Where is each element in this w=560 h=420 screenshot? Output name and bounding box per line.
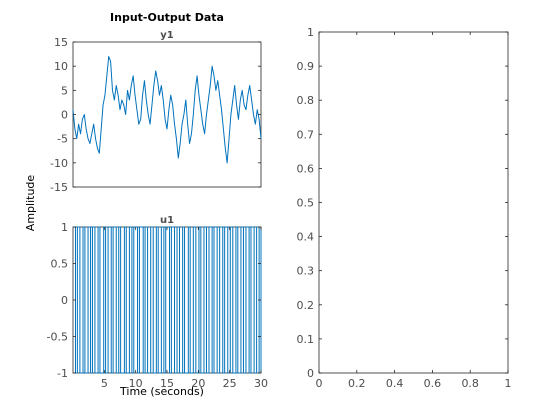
u1-ytick-label: 1 (61, 221, 68, 234)
u1-xtick-label: 5 (101, 377, 108, 390)
empty-ytick-label: 0.7 (297, 128, 315, 141)
empty-xtick-label: 1 (505, 377, 512, 390)
empty-ytick-label: 0.9 (297, 60, 315, 73)
y1-ytick-label: 10 (54, 60, 68, 73)
figure-xlabel: Time (seconds) (119, 385, 204, 398)
y1-ytick-label: -15 (50, 181, 68, 194)
u1-xtick-label: 30 (254, 377, 268, 390)
u1-xtick-label: 15 (160, 377, 174, 390)
empty-ytick-label: 0.1 (297, 333, 315, 346)
u1-series-line (73, 226, 262, 374)
empty-xtick-label: 0.8 (461, 377, 479, 390)
empty-ytick-label: 0.3 (297, 265, 315, 278)
y1-ytick-label: -10 (50, 157, 68, 170)
y1-ytick-label: 15 (54, 36, 68, 49)
empty-ytick-label: 0.5 (297, 197, 315, 210)
empty-ytick-label: 0 (307, 367, 314, 380)
y1-series-line (72, 56, 262, 164)
y1-axes: -15 -10 -5 0 5 10 15 y1 (50, 30, 262, 194)
figure-title: Input-Output Data (110, 11, 224, 24)
u1-xtick-label: 25 (223, 377, 237, 390)
empty-ytick-label: 0.2 (297, 299, 315, 312)
empty-xtick-label: 0 (316, 377, 323, 390)
u1-ytick-label: 0.5 (51, 258, 69, 271)
y1-subplot-title: y1 (160, 30, 174, 41)
y1-ytick-label: 0 (61, 109, 68, 122)
empty-ytick-label: 0.8 (297, 94, 315, 107)
u1-ytick-label: 0 (61, 294, 68, 307)
empty-axes-box (318, 31, 509, 374)
empty-ytick-label: 1 (307, 26, 314, 39)
u1-ytick-label: -1 (57, 367, 68, 380)
empty-xtick-label: 0.4 (386, 377, 404, 390)
u1-xtick-label: 20 (191, 377, 205, 390)
figure-ylabel: Amplitude (24, 175, 37, 232)
y1-ytick-label: -5 (57, 133, 68, 146)
empty-ytick-label: 0.4 (297, 231, 315, 244)
u1-ytick-label: -0.5 (47, 331, 68, 344)
u1-subplot-title: u1 (160, 215, 174, 226)
y1-ytick-label: 5 (61, 84, 68, 97)
empty-xtick-label: 0.6 (424, 377, 442, 390)
empty-axes: 0 0.1 0.2 0.3 0.4 0.5 0.6 0.7 0.8 0.9 1 0 0.2 0.4 0.6 0… (297, 26, 512, 390)
empty-ytick-label: 0.6 (297, 162, 315, 175)
u1-axes-box (72, 226, 262, 374)
u1-xtick-label: 10 (129, 377, 143, 390)
y1-axes-box (72, 41, 262, 188)
empty-xtick-label: 0.2 (348, 377, 366, 390)
